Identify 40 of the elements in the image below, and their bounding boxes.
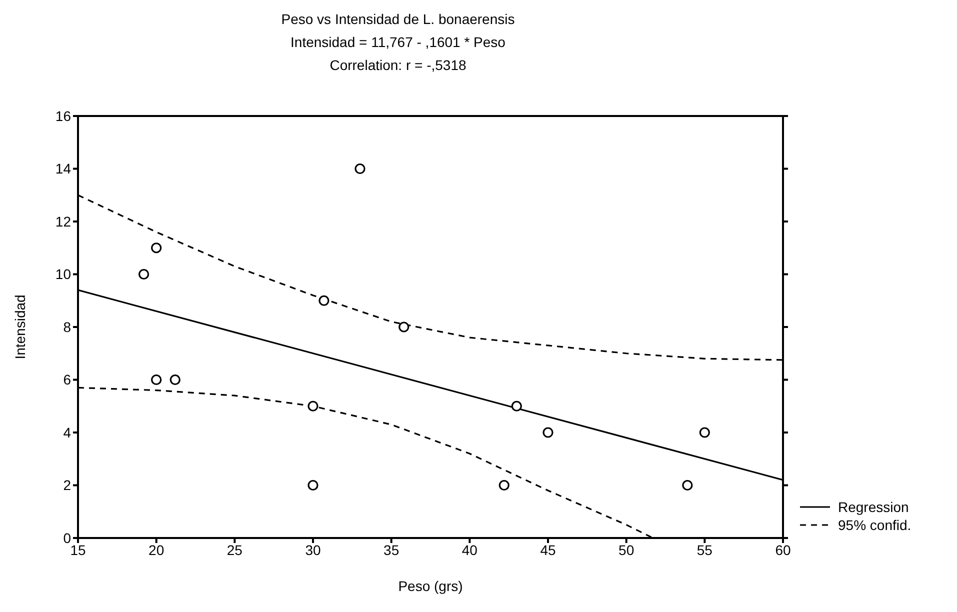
- point: [354, 163, 366, 174]
- legend-label: Regression: [838, 498, 909, 516]
- x-tick-label: 50: [618, 542, 634, 558]
- x-tick-label: 45: [540, 542, 556, 558]
- point: [151, 374, 162, 386]
- point: [308, 480, 318, 491]
- point: [151, 242, 162, 254]
- point: [542, 427, 554, 438]
- y-tick-label: 0: [63, 530, 72, 546]
- x-tick-label: 25: [226, 542, 243, 558]
- point: [318, 295, 330, 306]
- x-tick-label: 35: [384, 542, 400, 558]
- x-tick-label: 55: [696, 542, 713, 558]
- x-tick-label: 40: [462, 542, 478, 558]
- point: [498, 480, 510, 491]
- chart-title: Peso vs Intensidad de L. bonaerensis: [280, 10, 516, 29]
- x-tick-label: 20: [148, 542, 164, 558]
- y-tick-label: 4: [63, 424, 72, 440]
- chart-subtitle: Intensidad = 11,767 - ,1601 * Peso: [290, 33, 506, 52]
- point: [398, 322, 410, 332]
- x-tick-label: 60: [775, 542, 791, 558]
- y-tick-label: 2: [63, 477, 72, 494]
- x-axis-title: Peso (grs): [398, 578, 463, 594]
- legend-label: 95% confid.: [838, 516, 912, 534]
- point: [308, 400, 318, 412]
- y-axis-title: Intensidad: [12, 294, 28, 360]
- y-tick-label: 8: [63, 318, 72, 335]
- point: [170, 374, 180, 386]
- point: [511, 400, 522, 412]
- point: [138, 268, 150, 280]
- y-tick-label: 14: [55, 160, 72, 177]
- x-tick-label: 30: [305, 542, 321, 558]
- x-tick-label: 15: [70, 542, 86, 558]
- y-tick-label: 10: [55, 266, 72, 282]
- y-tick-label: 6: [63, 372, 72, 388]
- y-tick-label: 16: [55, 108, 72, 124]
- text: Correlation: r = -,5318: [328, 56, 468, 75]
- y-tick-label: 12: [55, 213, 72, 230]
- point: [699, 427, 710, 438]
- point: [682, 480, 693, 491]
